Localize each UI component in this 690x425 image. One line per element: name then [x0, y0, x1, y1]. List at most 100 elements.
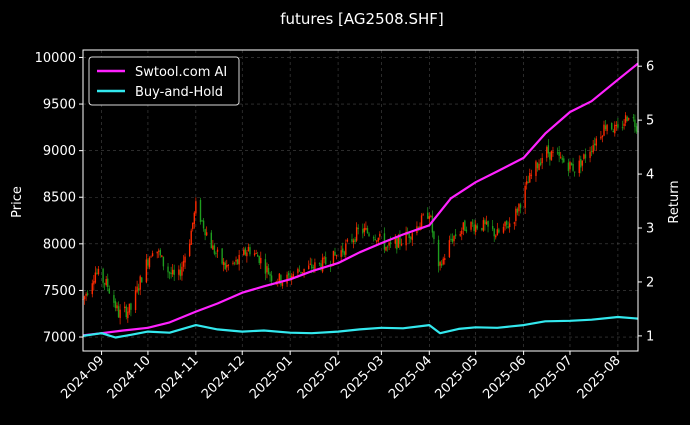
candle-body: [136, 286, 138, 292]
candle-body: [236, 259, 239, 264]
candle-body: [94, 272, 97, 283]
candle-body: [365, 227, 367, 230]
y-tick-label-right: 6: [646, 60, 654, 75]
plot-frame: [82, 49, 639, 352]
candle-body: [137, 288, 140, 291]
candle-body: [227, 264, 230, 266]
candle-body: [547, 145, 550, 154]
candle-body: [481, 228, 483, 230]
candle-body: [530, 174, 533, 176]
candle-body: [351, 238, 353, 242]
candle-body: [249, 247, 251, 255]
candle-body: [158, 250, 160, 252]
candle-body: [96, 272, 98, 274]
y-tick-label-right: 2: [646, 275, 654, 290]
candle-body: [362, 228, 364, 234]
candle-body: [569, 161, 571, 170]
candle-body: [102, 268, 104, 283]
candle-body: [213, 245, 216, 254]
candle-body: [396, 237, 398, 250]
candle-body: [235, 259, 237, 262]
candle-body: [292, 274, 294, 278]
candle-body: [232, 262, 234, 264]
candle-body: [420, 215, 423, 228]
candle-body: [159, 249, 161, 256]
candle-body: [399, 234, 401, 244]
candle-body: [181, 266, 183, 276]
y-tick-label-left: 7000: [43, 331, 76, 346]
candle-body: [320, 263, 322, 270]
candle-body: [589, 151, 591, 158]
y-tick-label-right: 4: [646, 168, 654, 183]
y-tick-label-left: 10000: [35, 51, 76, 66]
candle-body: [374, 238, 376, 240]
candle-body: [428, 216, 430, 219]
candle-body: [256, 254, 259, 257]
candle-body: [212, 245, 214, 250]
candle-body: [612, 130, 614, 133]
candle-body: [345, 243, 347, 255]
candle-body: [628, 118, 630, 120]
candle-body: [113, 295, 115, 303]
candle-body: [289, 275, 291, 280]
candle-body: [134, 290, 137, 310]
candle-body: [193, 212, 196, 224]
candle-body: [161, 255, 163, 257]
candle-body: [278, 273, 281, 282]
candle-body: [584, 154, 587, 159]
candle-body: [215, 252, 217, 254]
candle-body: [130, 303, 132, 310]
candle-body: [541, 157, 543, 164]
candle-body: [141, 277, 143, 283]
candle-body: [190, 230, 192, 245]
candle-body: [108, 288, 110, 294]
candle-body: [297, 268, 299, 274]
candle-body: [247, 247, 250, 252]
candle-body: [470, 221, 472, 230]
candle-body: [583, 154, 585, 159]
candle-body: [386, 246, 389, 248]
legend-box: [88, 56, 240, 106]
candle-body: [590, 150, 593, 152]
candle-body: [498, 229, 500, 233]
candle-body: [226, 264, 228, 268]
candle-body: [117, 306, 120, 318]
candle-body: [567, 162, 570, 171]
candle-body: [476, 225, 478, 229]
candle-body: [507, 226, 509, 228]
candle-body: [563, 158, 565, 163]
candle-body: [202, 220, 205, 229]
candle-body: [615, 124, 618, 126]
candle-body: [221, 248, 223, 264]
candle-body: [205, 232, 208, 236]
candle-body: [601, 136, 604, 138]
candle-body: [168, 272, 171, 274]
candle-body: [147, 259, 149, 266]
line-layer: [82, 62, 639, 339]
candle-body: [318, 262, 321, 264]
candle-body: [635, 126, 638, 132]
candle-body: [201, 220, 203, 222]
candle-body: [471, 222, 474, 224]
candle-body: [238, 254, 240, 265]
candle-body: [444, 258, 446, 260]
y-axis-label-right: Return: [667, 180, 682, 223]
candle-body: [342, 248, 344, 253]
candle-body: [431, 215, 434, 233]
candle-body: [448, 240, 451, 258]
candle-body: [493, 228, 495, 237]
candle-body: [311, 264, 313, 269]
candle-body: [454, 234, 457, 237]
candle-body: [255, 253, 257, 255]
candle-body: [519, 204, 522, 208]
candle-body: [504, 221, 506, 227]
candle-body: [178, 269, 180, 275]
candle-body: [173, 269, 175, 275]
candle-body: [459, 233, 461, 236]
candle-body: [624, 115, 627, 123]
candle-body: [222, 261, 225, 265]
candle-body: [623, 123, 625, 126]
y-tick-label-right: 1: [646, 329, 654, 344]
